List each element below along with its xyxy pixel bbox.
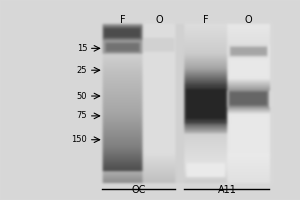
- Text: A11: A11: [218, 185, 236, 195]
- Text: O: O: [155, 15, 163, 25]
- Text: 50: 50: [77, 92, 87, 101]
- Text: 15: 15: [77, 44, 87, 53]
- Text: OC: OC: [132, 185, 146, 195]
- Text: 150: 150: [71, 135, 87, 144]
- Text: 75: 75: [77, 111, 87, 120]
- Text: F: F: [203, 15, 208, 25]
- Text: F: F: [119, 15, 125, 25]
- Text: 25: 25: [77, 66, 87, 75]
- Text: O: O: [244, 15, 252, 25]
